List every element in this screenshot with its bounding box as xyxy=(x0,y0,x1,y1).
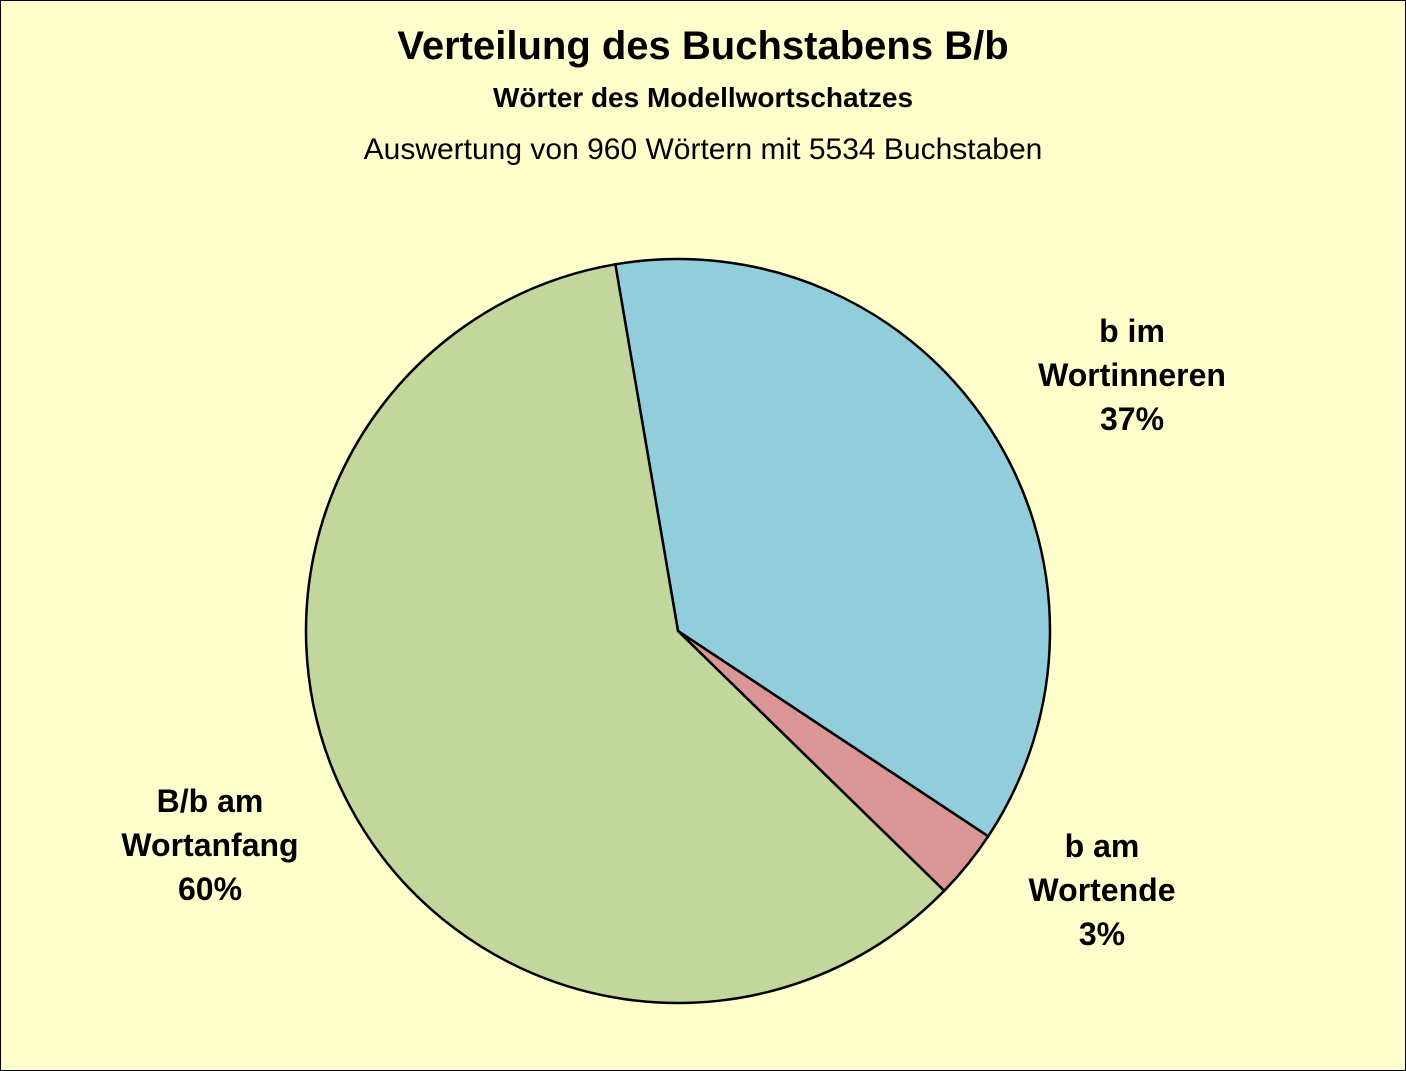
chart-subtitle: Wörter des Modellwortschatzes xyxy=(492,82,914,113)
slice-label: b am Wortende 3% xyxy=(1029,828,1176,952)
slice-label: B/b am Wortanfang 60% xyxy=(121,783,298,907)
chart-note: Auswertung von 960 Wörtern mit 5534 Buch… xyxy=(363,133,1043,166)
slice-percent-label: 3% xyxy=(1079,916,1125,952)
slice-label-line: b im xyxy=(1099,313,1165,349)
pie-slice xyxy=(304,262,947,1005)
slice-label: b im Wortinneren 37% xyxy=(1038,313,1226,437)
pie-slice xyxy=(613,257,1052,839)
slice-label-line: Wortinneren xyxy=(1038,357,1226,393)
slice-percent-label: 37% xyxy=(1100,401,1164,437)
slice-label-line: B/b am xyxy=(157,783,264,819)
slice-label-line: Wortende xyxy=(1029,872,1176,908)
slice-label-line: b am xyxy=(1065,828,1140,864)
slice-label-line: Wortanfang xyxy=(121,827,298,863)
chart-title: Verteilung des Buchstabens B/b xyxy=(397,24,1009,68)
slice-percent-label: 60% xyxy=(178,871,242,907)
